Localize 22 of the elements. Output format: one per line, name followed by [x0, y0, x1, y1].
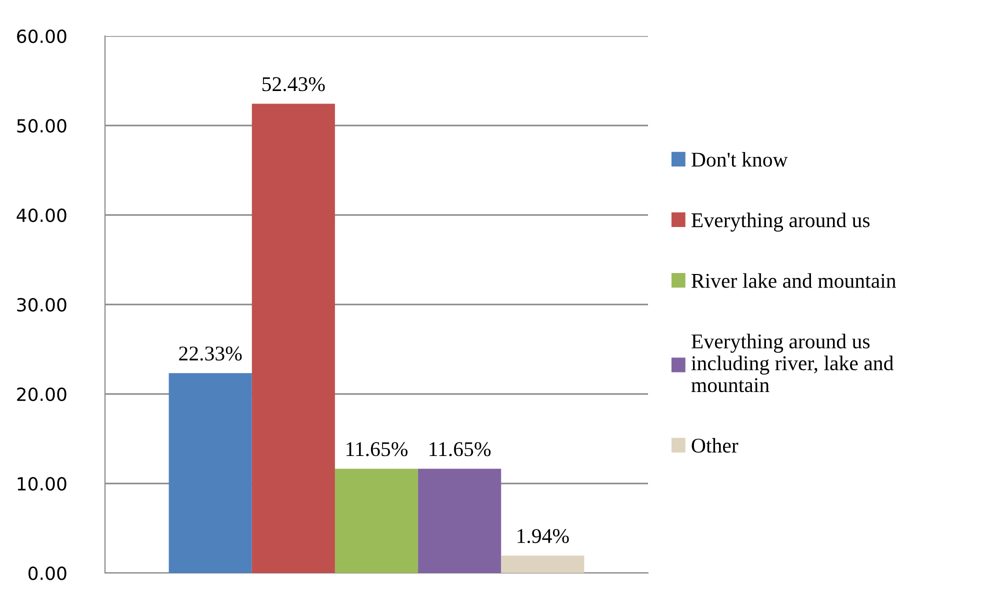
bar	[501, 556, 584, 573]
data-label: 22.33%	[179, 346, 242, 361]
legend-label: River lake and mountain	[692, 273, 896, 288]
bar	[418, 468, 502, 573]
y-tick-label: 30.00	[17, 298, 66, 312]
bar	[252, 104, 335, 573]
y-tick-label: 0.00	[28, 566, 66, 580]
data-label: 52.43%	[262, 77, 325, 92]
y-tick-label: 50.00	[17, 118, 66, 133]
legend-label: Everything around us including river, lake and mountain	[691, 334, 894, 392]
bar	[168, 373, 252, 573]
legend-label: Everything around us	[692, 212, 870, 232]
data-label: 11.65%	[346, 442, 408, 456]
y-tick-label: 60.00	[17, 29, 66, 44]
legend-label: Don't know	[692, 152, 788, 167]
legend-label: Other	[692, 438, 738, 453]
data-label: 1.94%	[518, 529, 569, 544]
y-tick-label: 40.00	[16, 208, 66, 222]
bar	[334, 468, 418, 573]
y-tick-label: 10.00	[18, 476, 66, 491]
data-label: 11.65%	[430, 442, 491, 456]
y-tick-label: 20.00	[17, 387, 66, 402]
